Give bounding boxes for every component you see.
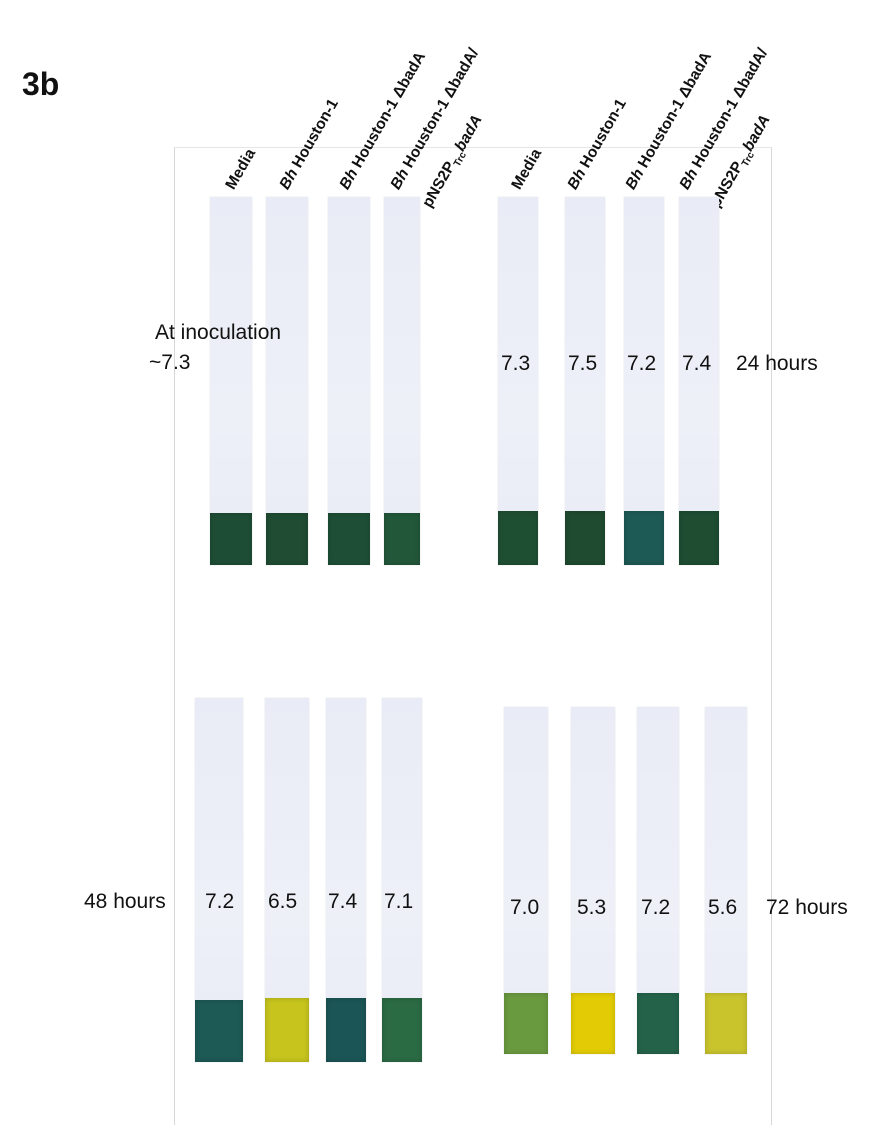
indicator-pad xyxy=(195,1000,243,1062)
panel-label: 3b xyxy=(22,66,60,102)
ph-reading: 7.0 xyxy=(510,896,540,919)
ph-reading: 5.6 xyxy=(708,896,738,919)
test-strip xyxy=(210,197,252,565)
indicator-pad xyxy=(571,993,615,1054)
timepoint-label: 24 hours xyxy=(736,352,818,375)
indicator-pad xyxy=(265,998,309,1062)
indicator-pad xyxy=(705,993,747,1054)
test-strip xyxy=(266,197,308,565)
indicator-pad xyxy=(637,993,679,1054)
indicator-pad xyxy=(382,998,422,1062)
indicator-pad xyxy=(384,513,420,565)
ph-reading: 7.5 xyxy=(568,352,598,375)
test-strip xyxy=(679,197,719,565)
ph-reading: 7.4 xyxy=(682,352,712,375)
indicator-pad xyxy=(498,511,538,565)
indicator-pad xyxy=(504,993,548,1054)
ph-reading: 7.4 xyxy=(328,890,358,913)
indicator-pad xyxy=(328,513,370,565)
indicator-pad xyxy=(326,998,366,1062)
ph-reading: 6.5 xyxy=(268,890,298,913)
indicator-pad xyxy=(565,511,605,565)
test-strip xyxy=(565,197,605,565)
inoculation-value: ~7.3 xyxy=(149,351,191,374)
ph-reading: 7.2 xyxy=(627,352,657,375)
ph-reading: 5.3 xyxy=(577,896,607,919)
ph-reading: 7.2 xyxy=(641,896,671,919)
test-strip xyxy=(328,197,370,565)
ph-reading: 7.2 xyxy=(205,890,235,913)
indicator-pad xyxy=(679,511,719,565)
timepoint-label: 72 hours xyxy=(766,896,848,919)
ph-reading: 7.3 xyxy=(501,352,531,375)
indicator-pad xyxy=(210,513,252,565)
ph-reading: 7.1 xyxy=(384,890,414,913)
inoculation-label: At inoculation xyxy=(155,321,282,344)
indicator-pad xyxy=(624,511,664,565)
test-strip xyxy=(498,197,538,565)
test-strip xyxy=(384,197,420,565)
timepoint-label: 48 hours xyxy=(84,890,166,913)
indicator-pad xyxy=(266,513,308,565)
test-strip xyxy=(624,197,664,565)
